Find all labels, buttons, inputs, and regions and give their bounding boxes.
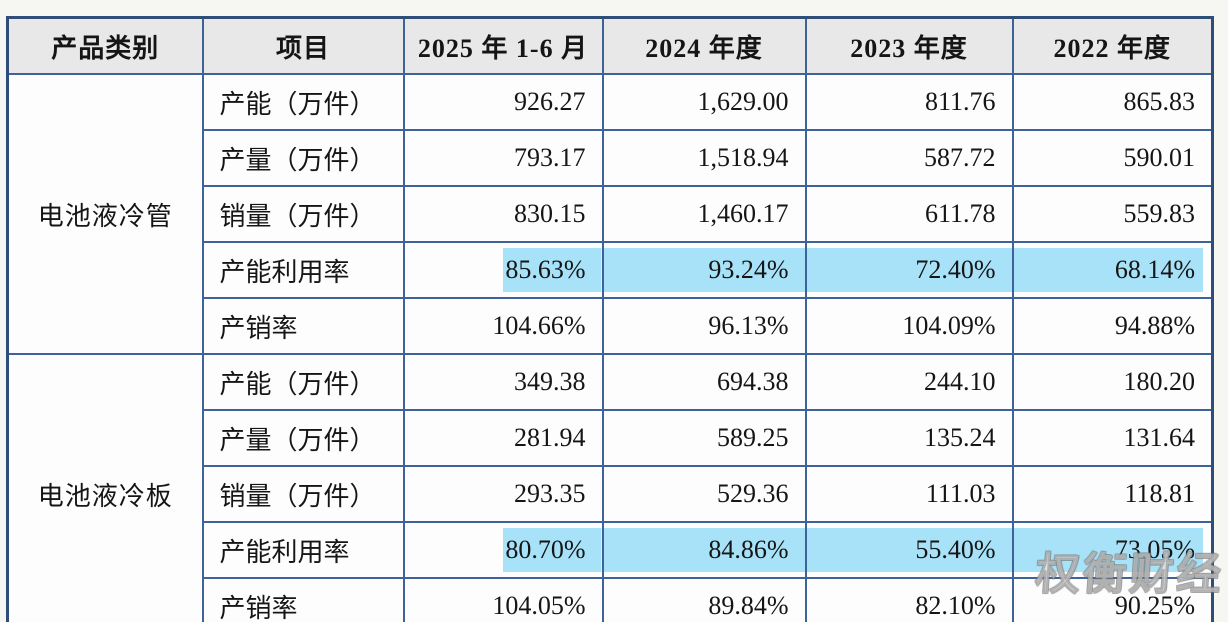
value-cell: 694.38 (601, 353, 807, 411)
item-label-cell: 产能利用率 (201, 241, 405, 299)
column-header: 2024 年度 (601, 16, 807, 75)
value-cell: 349.38 (402, 353, 604, 411)
value-cell: 1,518.94 (601, 129, 807, 187)
value-cell: 96.13% (601, 297, 807, 355)
table-row: 产销率 104.05% 89.84% 82.10% 90.25% (8, 577, 1214, 622)
product-category-cell: 电池液冷板 (6, 353, 204, 622)
value-cell: 73.05% (1011, 521, 1214, 579)
value-cell: 82.10% (804, 577, 1014, 622)
value-cell: 72.40% (804, 241, 1014, 299)
value-cell: 529.36 (601, 465, 807, 523)
value-cell: 104.66% (402, 297, 604, 355)
value-cell: 90.25% (1011, 577, 1214, 622)
column-header: 2023 年度 (804, 16, 1014, 75)
capacity-table-header: 产品类别 项目 2025 年 1-6 月 2024 年度 2023 年度 2022 年度 (6, 16, 1214, 75)
value-cell: 559.83 (1011, 185, 1214, 243)
value-cell: 293.35 (402, 465, 604, 523)
value-cell: 587.72 (804, 129, 1014, 187)
item-label-cell: 销量（万件） (201, 185, 405, 243)
value-cell: 281.94 (402, 409, 604, 467)
value-cell: 811.76 (804, 73, 1014, 131)
value-cell: 589.25 (601, 409, 807, 467)
item-label-cell: 产销率 (201, 297, 405, 355)
capacity-table: 产品类别 项目 2025 年 1-6 月 2024 年度 2023 年度 2022 年度 … (6, 16, 1214, 622)
value-cell: 926.27 (402, 73, 604, 131)
value-cell: 80.70% (402, 521, 604, 579)
value-cell: 94.88% (1011, 297, 1214, 355)
value-cell: 830.15 (402, 185, 604, 243)
item-label-cell: 产能（万件） (201, 73, 405, 131)
value-cell: 590.01 (1011, 129, 1214, 187)
value-cell: 180.20 (1011, 353, 1214, 411)
item-label-cell: 销量（万件） (201, 465, 405, 523)
value-cell: 104.05% (402, 577, 604, 622)
value-cell: 89.84% (601, 577, 807, 622)
table-row: 电池液冷板 产能（万件） 349.38 694.38 244.10 180.20 (6, 353, 1214, 622)
table-row: 产量（万件） 793.17 1,518.94 587.72 590.01 (8, 129, 1214, 187)
value-cell: 135.24 (804, 409, 1014, 467)
item-label-cell: 产能利用率 (201, 521, 405, 579)
value-cell: 793.17 (402, 129, 604, 187)
item-label-cell: 产能（万件） (201, 353, 405, 411)
table-row: 销量（万件） 293.35 529.36 111.03 118.81 (8, 465, 1214, 523)
value-cell: 1,460.17 (601, 185, 807, 243)
value-cell: 55.40% (804, 521, 1014, 579)
column-header: 2022 年度 (1011, 16, 1214, 75)
value-cell: 244.10 (804, 353, 1014, 411)
column-header: 2025 年 1-6 月 (402, 16, 604, 75)
value-cell: 85.63% (402, 241, 604, 299)
item-label-cell: 产量（万件） (201, 129, 405, 187)
item-label-cell: 产量（万件） (201, 409, 405, 467)
value-cell: 111.03 (804, 465, 1014, 523)
capacity-table-body: 电池液冷管 产能（万件） 926.27 1,629.00 811.76 865.83 产量（… (6, 73, 1214, 622)
item-label-cell: 产销率 (201, 577, 405, 622)
header-row: 产品类别 项目 2025 年 1-6 月 2024 年度 2023 年度 2022 年度 (6, 16, 1214, 75)
value-cell: 84.86% (601, 521, 807, 579)
value-cell: 611.78 (804, 185, 1014, 243)
value-cell: 118.81 (1011, 465, 1214, 523)
value-cell: 131.64 (1011, 409, 1214, 467)
product-category-cell: 电池液冷管 (6, 73, 204, 355)
value-cell: 865.83 (1011, 73, 1214, 131)
value-cell: 1,629.00 (601, 73, 807, 131)
table-row: 产销率 104.66% 96.13% 104.09% 94.88% (8, 297, 1214, 355)
table-row: 产量（万件） 281.94 589.25 135.24 131.64 (8, 409, 1214, 467)
table-row: 电池液冷管 产能（万件） 926.27 1,629.00 811.76 865.83 (6, 73, 1214, 355)
table-row: 产能利用率 85.63% 93.24% 72.40% 68.14% (8, 241, 1214, 299)
column-header: 项目 (201, 16, 405, 75)
column-header: 产品类别 (6, 16, 204, 75)
value-cell: 68.14% (1011, 241, 1214, 299)
table-row: 销量（万件） 830.15 1,460.17 611.78 559.83 (8, 185, 1214, 243)
value-cell: 93.24% (601, 241, 807, 299)
value-cell: 104.09% (804, 297, 1014, 355)
table-row: 产能利用率 80.70% 84.86% 55.40% 73.05% (8, 521, 1214, 579)
